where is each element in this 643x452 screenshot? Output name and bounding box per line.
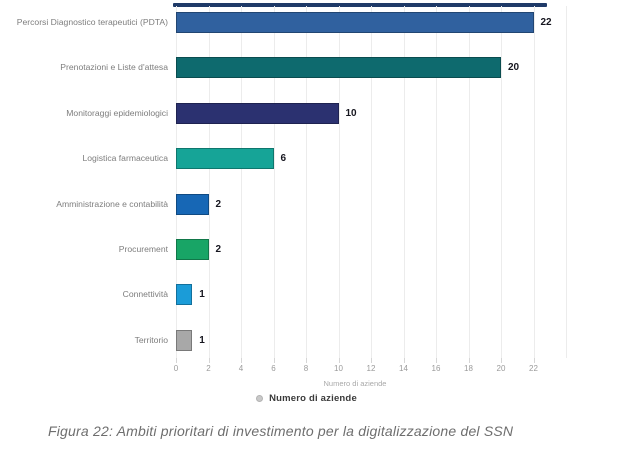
x-axis-tick — [501, 358, 502, 363]
value-label: 2 — [215, 199, 222, 210]
category-label: Monitoraggi epidemiologici — [66, 108, 168, 118]
x-axis-tick — [468, 358, 470, 363]
x-axis-title: Numero di aziende — [323, 379, 387, 388]
x-axis-tick-label: 2 — [206, 364, 211, 373]
x-axis-tick — [273, 358, 275, 363]
gridline — [273, 6, 275, 358]
gridline — [306, 6, 307, 358]
bar-chart-plot-area — [176, 6, 567, 358]
chart-legend: Numero di aziende — [0, 391, 643, 405]
gridline — [403, 6, 405, 358]
bar-5 — [176, 194, 209, 215]
bar-2 — [176, 57, 501, 78]
legend-label: Numero di aziende — [269, 392, 357, 404]
bar-7 — [176, 284, 193, 305]
x-axis-tick-label: 18 — [464, 364, 473, 373]
x-axis-tick — [533, 358, 535, 363]
value-label: 1 — [199, 335, 205, 346]
x-axis-tick-label: 16 — [431, 364, 441, 373]
gridline — [338, 6, 340, 358]
category-label: Procurement — [118, 244, 168, 254]
category-label: Territorio — [134, 335, 168, 345]
category-label: Connettività — [122, 289, 168, 299]
value-label: 2 — [215, 244, 222, 255]
value-label: 22 — [540, 17, 552, 28]
value-label: 1 — [199, 289, 205, 300]
category-label: Logistica farmaceutica — [82, 153, 168, 163]
x-axis-tick-label: 22 — [529, 364, 538, 373]
bar-6 — [176, 239, 209, 260]
legend-marker-icon — [256, 394, 264, 402]
cropped-bar-strip — [173, 3, 547, 7]
x-axis-tick-label: 10 — [334, 364, 343, 373]
category-label: Amministrazione e contabilità — [56, 199, 168, 209]
gridline — [208, 6, 210, 358]
figure-caption: Figura 22: Ambiti prioritari di investim… — [48, 423, 514, 439]
x-axis-tick — [241, 358, 242, 363]
x-axis-tick-label: 0 — [173, 364, 179, 373]
bar-4 — [176, 148, 274, 169]
x-axis-tick — [306, 358, 307, 363]
gridline — [176, 6, 177, 358]
x-axis-tick — [338, 358, 340, 363]
gridline — [371, 6, 372, 358]
gridline — [533, 6, 535, 358]
category-label: Prenotazioni e Liste d'attesa — [60, 62, 168, 72]
x-axis-tick — [208, 358, 210, 363]
value-label: 10 — [345, 108, 357, 119]
x-axis-tick-label: 14 — [399, 364, 408, 373]
bar-3 — [176, 103, 339, 124]
x-axis-tick — [176, 358, 177, 363]
gridline — [566, 6, 567, 358]
gridline — [468, 6, 470, 358]
x-axis-tick-label: 4 — [238, 364, 244, 373]
value-label: 6 — [280, 153, 287, 164]
value-label: 20 — [508, 62, 520, 73]
gridline — [501, 6, 502, 358]
gridline — [436, 6, 437, 358]
x-axis-tick-label: 8 — [303, 364, 309, 373]
x-axis-tick-label: 20 — [496, 364, 506, 373]
gridline — [241, 6, 242, 358]
legend-entry: Numero di aziende — [256, 393, 357, 404]
category-label: Percorsi Diagnostico terapeutici (PDTA) — [16, 17, 168, 27]
bar-8 — [176, 330, 193, 351]
x-axis-tick — [371, 358, 372, 363]
x-axis-tick — [436, 358, 437, 363]
x-axis-tick-label: 12 — [366, 364, 376, 373]
x-axis-tick — [403, 358, 405, 363]
x-axis-tick-label: 6 — [271, 364, 276, 373]
bar-1 — [176, 12, 534, 33]
